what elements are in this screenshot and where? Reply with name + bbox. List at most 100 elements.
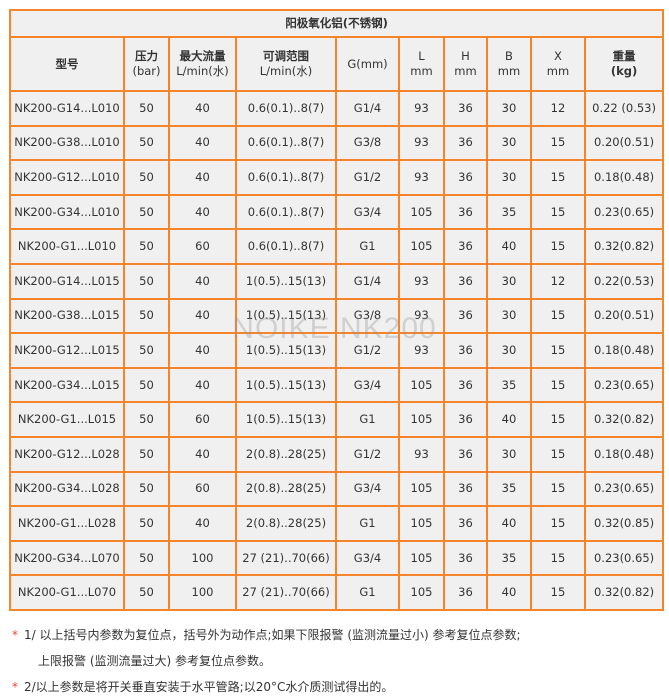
table-cell: NK200-G1...L010 [9,228,125,265]
column-header-line: L [418,49,425,63]
table-cell: 0.22(0.53) [583,262,665,300]
table-cell: 0.32(0.82) [583,574,665,611]
table-cell: 27 (21)..70(66) [235,539,337,577]
table-cell: G3/8 [335,124,400,162]
table-cell: 40 [168,332,237,369]
table-cell: 36 [443,366,488,404]
table-cell: NK200-G34...L015 [9,366,125,404]
table-cell: NK200-G14...L015 [9,262,125,300]
table-cell: 40 [168,435,237,473]
table-cell: 50 [123,470,170,508]
table-row: NK200-G12...L010 50 40 0.6(0.1)..8(7) G1/2 93… [9,159,665,196]
table-cell: 36 [443,332,488,369]
column-header-line: 最大流量 [179,49,226,63]
table-cell: 15 [530,470,586,508]
table-cell: G3/4 [335,539,400,577]
table-cell: 36 [443,401,488,438]
table-cell: 15 [530,366,586,404]
table-cell: 0.6(0.1)..8(7) [235,124,337,162]
column-header-line: G(mm) [347,56,388,71]
table-row: NK200-G12...L028 50 40 2(0.8)..28(25) G1/2 93… [9,435,665,473]
table-cell: 1(0.5)..15(13) [235,401,337,438]
table-cell: 60 [168,470,237,508]
table-cell: G1 [335,401,400,438]
table-cell: G1/4 [335,262,400,300]
table-cell: 50 [123,193,170,231]
table-cell: NK200-G12...L015 [9,332,125,369]
table-cell: 0.6(0.1)..8(7) [235,159,337,196]
table-cell: 30 [486,435,532,473]
table-cell: 30 [486,332,532,369]
table-row: NK200-G12...L015 50 40 1(0.5)..15(13) G1/2 93… [9,332,665,369]
table-cell: G1/4 [335,90,400,127]
table-cell: 0.22 (0.53) [583,90,665,127]
table-row: NK200-G34...L015 50 40 1(0.5)..15(13) G3/4 10… [9,366,665,404]
table-cell: 105 [398,366,445,404]
table-cell: 15 [530,574,586,611]
table-cell: 105 [398,401,445,438]
table-cell: 0.20(0.51) [583,297,665,335]
table-cell: 105 [398,228,445,265]
table-cell: 15 [530,505,586,542]
table-cell: NK200-G38...L015 [9,297,125,335]
table-cell: 40 [168,159,237,196]
table-cell: 50 [123,574,170,611]
table-cell: NK200-G38...L010 [9,124,125,162]
table-cell: NK200-G1...L015 [9,401,125,438]
column-header-line: (kg) [610,64,638,78]
table-cell: 0.18(0.48) [583,332,665,369]
table-cell: 36 [443,124,488,162]
table-cell: 50 [123,90,170,127]
table-cell: 93 [398,332,445,369]
table-cell: 93 [398,90,445,127]
table-cell: 40 [168,193,237,231]
column-header: G(mm) [335,36,400,92]
table-cell: 35 [486,366,532,404]
table-cell: 40 [168,262,237,300]
table-cell: 0.32(0.82) [583,401,665,438]
table-cell: 0.6(0.1)..8(7) [235,228,337,265]
table-cell: 40 [486,574,532,611]
table-cell: 15 [530,124,586,162]
column-header: 型号 [9,36,125,92]
table-cell: 0.32(0.82) [583,228,665,265]
note-1: * 1/ 以上括号内参数为复位点，括号外为动作点;如果下限报警 (监测流量过小) … [12,622,521,648]
table-cell: 105 [398,539,445,577]
table-cell: 35 [486,193,532,231]
table-cell: 2(0.8)..28(25) [235,505,337,542]
table-cell: 36 [443,539,488,577]
table-cell: NK200-G12...L028 [9,435,125,473]
table-cell: 93 [398,435,445,473]
table-cell: 40 [168,90,237,127]
table-cell: 15 [530,401,586,438]
table-cell: 1(0.5)..15(13) [235,366,337,404]
table-cell: 27 (21)..70(66) [235,574,337,611]
table-cell: 30 [486,90,532,127]
table-cell: 105 [398,193,445,231]
table-cell: 50 [123,435,170,473]
note-1-text: 1/ 以上括号内参数为复位点，括号外为动作点;如果下限报警 (监测流量过小) 参… [24,628,521,642]
column-header-line: L/min(水) [259,64,313,78]
table-cell: 40 [486,401,532,438]
table-cell: 36 [443,262,488,300]
table-cell: 50 [123,401,170,438]
table-row: NK200-G14...L010 50 40 0.6(0.1)..8(7) G1/4 93… [9,90,665,127]
table-cell: 50 [123,262,170,300]
column-header-line: mm [497,64,521,78]
table-cell: 93 [398,297,445,335]
table-cell: 93 [398,124,445,162]
table-cell: 30 [486,297,532,335]
table-cell: 36 [443,505,488,542]
table-cell: 1(0.5)..15(13) [235,332,337,369]
column-header-line: mm [410,64,433,78]
table-cell: 50 [123,366,170,404]
table-row: NK200-G1...L010 50 60 0.6(0.1)..8(7) G1 105 36… [9,228,665,265]
table-cell: G3/4 [335,366,400,404]
table-cell: 35 [486,539,532,577]
column-header-line: mm [454,64,477,78]
column-header-line: X [554,49,562,63]
asterisk-icon: * [12,680,18,694]
table-cell: 93 [398,159,445,196]
table-cell: 40 [168,505,237,542]
table-cell: 0.23(0.65) [583,366,665,404]
